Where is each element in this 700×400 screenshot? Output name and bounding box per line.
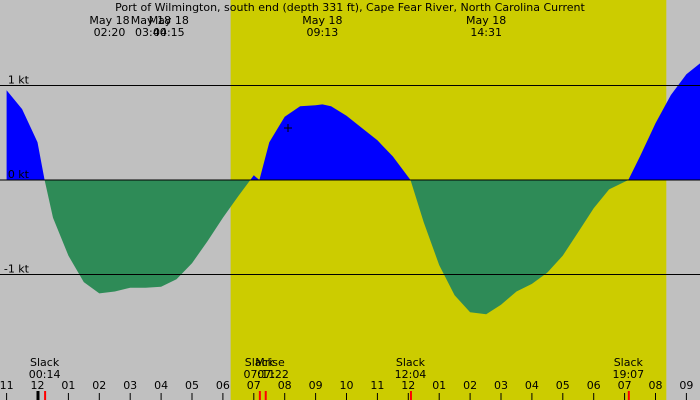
x-tick-label: 03: [494, 379, 508, 392]
y-axis-labels: 1 kt 0 kt -1 kt: [4, 74, 30, 276]
bottom-event-label: Slack: [396, 356, 426, 369]
x-tick-label: 08: [649, 379, 663, 392]
top-event-date: May 18: [149, 14, 189, 27]
x-tick-label: 02: [463, 379, 477, 392]
x-tick-label: 04: [154, 379, 168, 392]
top-event-time: 09:13: [307, 26, 339, 39]
x-tick-label: 08: [278, 379, 292, 392]
bottom-event-time: 07:11: [244, 368, 276, 381]
top-event-time: 03:40: [135, 26, 167, 39]
x-tick-label: 10: [340, 379, 354, 392]
bottom-event-label: Slack: [614, 356, 644, 369]
event-marker: [258, 391, 261, 400]
top-event-date: May 18: [302, 14, 342, 27]
event-marker: [264, 391, 267, 400]
x-tick-label: 11: [0, 379, 14, 392]
y-tick-label: 1 kt: [8, 74, 30, 87]
chart-title: Port of Wilmington, south end (depth 331…: [115, 1, 585, 14]
x-tick-label: 04: [525, 379, 539, 392]
flood-area-2: [250, 175, 260, 180]
bottom-event-label: Slack: [245, 356, 275, 369]
x-tick-label: 02: [92, 379, 106, 392]
x-tick-label: 05: [556, 379, 570, 392]
x-tick-label: 06: [216, 379, 230, 392]
event-marker: [409, 391, 412, 400]
ebb-area-4: [410, 180, 629, 315]
top-event-date: May 18: [89, 14, 129, 27]
bottom-event-label: Mrise: [255, 356, 285, 369]
x-tick-label: 12: [401, 379, 415, 392]
x-axis-ticks: 11 12 01 02 03 04 05 06 07 08 09 10 11 12 01 02 03 04 05 06…: [0, 379, 693, 400]
x-tick-label: 09: [309, 379, 323, 392]
bottom-event-time: 12:04: [395, 368, 427, 381]
bottom-event-time: 07:22: [257, 368, 289, 381]
x-tick-label: 06: [587, 379, 601, 392]
x-tick-label: 01: [432, 379, 446, 392]
flood-area-0: [6, 90, 45, 180]
x-tick-label: 01: [61, 379, 75, 392]
event-marker: [627, 391, 630, 400]
top-event-time: 02:20: [94, 26, 126, 39]
gridlines: [0, 85, 700, 275]
current-areas: [6, 63, 700, 315]
bottom-event-time: 00:14: [29, 368, 61, 381]
x-tick-label: 07: [247, 379, 261, 392]
top-event-date: May 18: [131, 14, 171, 27]
y-tick-label: 0 kt: [8, 168, 30, 181]
x-tick-label: 12: [31, 379, 45, 392]
bottom-event-time: 19:07: [612, 368, 644, 381]
ebb-area-1: [44, 180, 251, 294]
bottom-event-labels: Slack00:14Slack07:11Mrise07:22Slack12:04…: [29, 356, 644, 381]
y-tick-label: -1 kt: [4, 263, 30, 276]
event-marker: [44, 391, 47, 400]
flood-area-3: [259, 104, 411, 180]
top-event-time: 04:15: [153, 26, 185, 39]
top-event-date: May 18: [466, 14, 506, 27]
top-event-time: 14:31: [470, 26, 502, 39]
x-tick-label: 09: [679, 379, 693, 392]
flood-area-5: [628, 63, 700, 180]
x-tick-label: 07: [618, 379, 632, 392]
x-tick-label: 03: [123, 379, 137, 392]
x-tick-label: 05: [185, 379, 199, 392]
bottom-event-label: Slack: [30, 356, 60, 369]
x-tick-label: 11: [370, 379, 384, 392]
